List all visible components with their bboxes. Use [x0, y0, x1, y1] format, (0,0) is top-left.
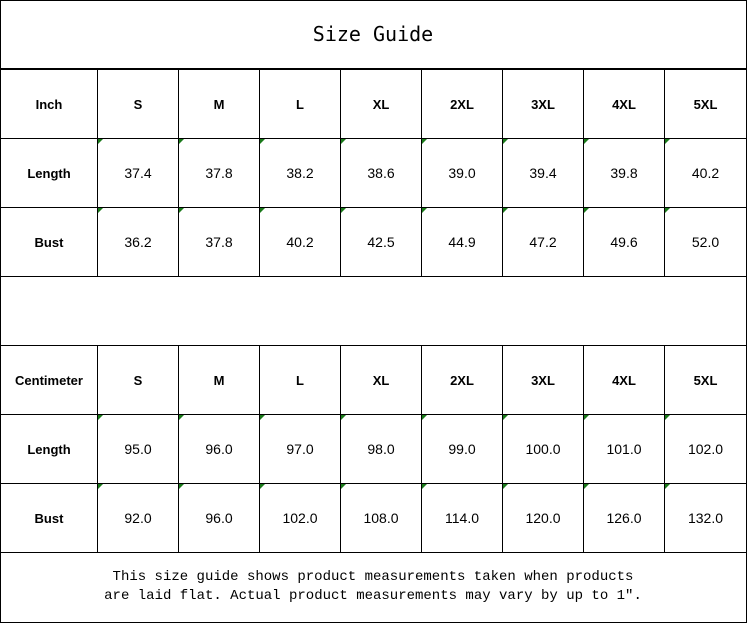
measurement-cell: 37.8: [178, 138, 260, 208]
table-row: Bust 92.0 96.0 102.0 108.0 114.0 120.0 126.0 132…: [0, 483, 747, 553]
measurement-cell: 100.0: [502, 414, 584, 484]
size-header: L: [259, 69, 341, 139]
size-header: M: [178, 345, 260, 415]
measurement-cell: 102.0: [259, 483, 341, 553]
size-header: 2XL: [421, 69, 503, 139]
size-header: 2XL: [421, 345, 503, 415]
size-header: 4XL: [583, 345, 665, 415]
measurement-cell: 95.0: [97, 414, 179, 484]
measurement-cell: 49.6: [583, 207, 665, 277]
page-title: Size Guide: [0, 0, 746, 69]
measurement-cell: 38.6: [340, 138, 422, 208]
note-line-1: This size guide shows product measuremen…: [112, 569, 634, 585]
size-header: L: [259, 345, 341, 415]
size-header: S: [97, 69, 179, 139]
measurement-cell: 37.8: [178, 207, 260, 277]
size-header: S: [97, 345, 179, 415]
measurement-cell: 42.5: [340, 207, 422, 277]
measurement-cell: 96.0: [178, 414, 260, 484]
row-label: Length: [0, 138, 98, 208]
measurement-cell: 120.0: [502, 483, 584, 553]
measurement-cell: 126.0: [583, 483, 665, 553]
measurement-cell: 101.0: [583, 414, 665, 484]
header-row: Centimeter S M L XL 2XL 3XL 4XL 5XL: [0, 345, 747, 415]
table-row: Length 95.0 96.0 97.0 98.0 99.0 100.0 101.0 102.…: [0, 414, 747, 484]
inch-size-table: Inch S M L XL 2XL 3XL 4XL 5XL Length 37.4 37.8 38.2 3…: [0, 69, 747, 277]
measurement-cell: 39.0: [421, 138, 503, 208]
measurement-cell: 52.0: [664, 207, 747, 277]
table-row: Bust 36.2 37.8 40.2 42.5 44.9 47.2 49.6 52.0: [0, 207, 747, 277]
header-row: Inch S M L XL 2XL 3XL 4XL 5XL: [0, 69, 747, 139]
measurement-cell: 39.4: [502, 138, 584, 208]
measurement-cell: 92.0: [97, 483, 179, 553]
size-header: XL: [340, 345, 422, 415]
measurement-cell: 102.0: [664, 414, 747, 484]
measurement-cell: 37.4: [97, 138, 179, 208]
measurement-cell: 114.0: [421, 483, 503, 553]
measurement-cell: 36.2: [97, 207, 179, 277]
size-header: M: [178, 69, 260, 139]
note-line-2: are laid flat. Actual product measuremen…: [104, 588, 642, 604]
measurement-cell: 108.0: [340, 483, 422, 553]
size-note: This size guide shows product measuremen…: [0, 552, 746, 622]
measurement-cell: 40.2: [259, 207, 341, 277]
row-label: Bust: [0, 483, 98, 553]
row-label: Length: [0, 414, 98, 484]
size-header: 4XL: [583, 69, 665, 139]
measurement-cell: 44.9: [421, 207, 503, 277]
unit-header: Centimeter: [0, 345, 98, 415]
measurement-cell: 47.2: [502, 207, 584, 277]
measurement-cell: 96.0: [178, 483, 260, 553]
table-row: Length 37.4 37.8 38.2 38.6 39.0 39.4 39.8 40.2: [0, 138, 747, 208]
size-header: 3XL: [502, 345, 584, 415]
size-header: 5XL: [664, 69, 747, 139]
row-label: Bust: [0, 207, 98, 277]
size-header: 5XL: [664, 345, 747, 415]
size-header: XL: [340, 69, 422, 139]
centimeter-size-table: Centimeter S M L XL 2XL 3XL 4XL 5XL Length 95.0 96.…: [0, 345, 747, 553]
measurement-cell: 39.8: [583, 138, 665, 208]
size-header: 3XL: [502, 69, 584, 139]
measurement-cell: 40.2: [664, 138, 747, 208]
measurement-cell: 99.0: [421, 414, 503, 484]
unit-header: Inch: [0, 69, 98, 139]
measurement-cell: 98.0: [340, 414, 422, 484]
measurement-cell: 38.2: [259, 138, 341, 208]
measurement-cell: 132.0: [664, 483, 747, 553]
measurement-cell: 97.0: [259, 414, 341, 484]
